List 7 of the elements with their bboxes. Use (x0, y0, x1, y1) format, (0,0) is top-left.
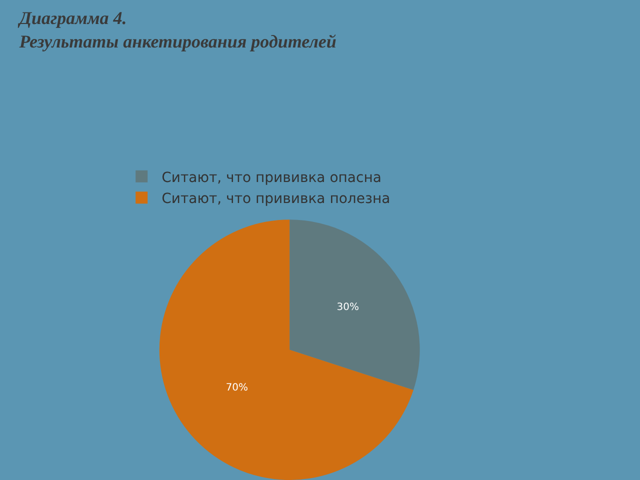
data-label: 70% (226, 382, 248, 394)
legend-label: Ситают, что прививка опасна (162, 170, 382, 186)
legend-label: Ситают, что прививка полезна (162, 191, 390, 208)
data-label: 30% (336, 302, 359, 313)
pie-slice (159, 220, 414, 480)
chart-title: Диаграмма 4. Результаты анкетирования родителей (17, 8, 336, 52)
pie-slice (290, 220, 420, 390)
